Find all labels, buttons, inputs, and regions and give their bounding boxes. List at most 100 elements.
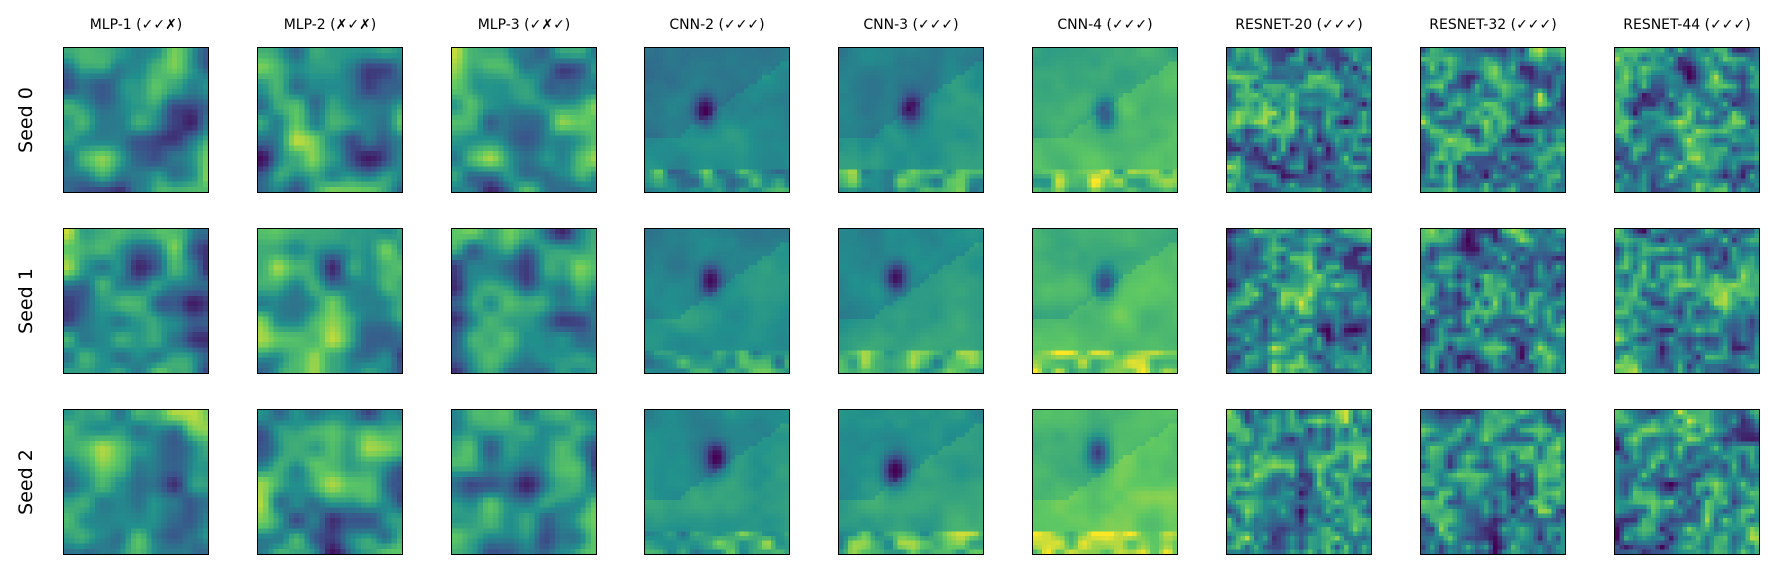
heatmap-cell — [84, 181, 90, 188]
heatmap-cell — [309, 166, 315, 172]
heatmap-cell — [182, 114, 188, 121]
heatmap-cell — [672, 133, 677, 139]
heatmap-cell — [766, 70, 772, 76]
heatmap-cell — [1132, 102, 1137, 107]
heatmap-cell — [920, 84, 925, 89]
heatmap-cell — [839, 97, 844, 103]
heatmap-cell — [848, 93, 853, 98]
heatmap-cell — [857, 187, 862, 192]
heatmap-cell — [784, 165, 789, 170]
heatmap-cell — [549, 150, 556, 157]
heatmap-cell — [350, 48, 356, 54]
heatmap-cell — [978, 84, 983, 89]
heatmap-cell — [942, 129, 948, 134]
heatmap-cell — [875, 75, 880, 80]
heatmap-cell — [544, 73, 550, 80]
heatmap-cell — [888, 84, 894, 89]
heatmap-cell — [1150, 79, 1155, 85]
heatmap-cell — [534, 78, 540, 85]
heatmap-cell — [784, 97, 789, 103]
heatmap-cell — [1127, 120, 1133, 125]
heatmap-cell — [396, 176, 402, 182]
heatmap-cell — [273, 114, 279, 121]
heatmap-cell — [933, 88, 939, 94]
heatmap-cell — [748, 106, 754, 112]
heatmap-cell — [590, 99, 596, 105]
heatmap-cell — [110, 104, 116, 110]
heatmap-cell — [575, 135, 581, 141]
heatmap-cell — [560, 120, 566, 126]
heatmap-cell — [694, 138, 700, 143]
heatmap-cell — [1096, 93, 1101, 98]
heatmap-cell — [857, 97, 862, 103]
heatmap-cell — [467, 120, 473, 126]
heatmap-cell — [1168, 70, 1173, 76]
heatmap-cell — [125, 145, 132, 152]
heatmap-cell — [938, 174, 943, 179]
heatmap-cell — [897, 147, 903, 152]
heatmap-cell — [371, 94, 377, 100]
heatmap-cell — [717, 120, 722, 125]
heatmap-cell — [355, 104, 362, 110]
heatmap-cell — [69, 130, 75, 136]
heatmap-cell — [920, 174, 925, 179]
heatmap-cell — [100, 94, 106, 100]
heatmap-cell — [273, 48, 279, 54]
heatmap-cell — [197, 166, 204, 172]
heatmap-cell — [920, 88, 925, 94]
heatmap-cell — [371, 171, 377, 177]
heatmap-cell — [699, 142, 704, 148]
heatmap-cell — [951, 52, 957, 58]
heatmap-cell — [513, 89, 520, 95]
heatmap-cell — [1154, 124, 1160, 130]
heatmap-cell — [848, 61, 853, 67]
heatmap-cell — [667, 160, 673, 166]
heatmap-cell — [690, 160, 695, 166]
heatmap-cell — [166, 125, 173, 131]
heatmap-cell — [534, 99, 540, 105]
heatmap-cell — [951, 160, 957, 166]
heatmap-cell — [105, 89, 111, 95]
heatmap-cell — [933, 160, 939, 166]
heatmap-cell — [1078, 115, 1083, 121]
heatmap-cell — [969, 57, 975, 62]
heatmap-cell — [94, 114, 101, 121]
heatmap-cell — [694, 48, 700, 53]
heatmap-cell — [503, 63, 509, 69]
heatmap-cell — [94, 130, 101, 136]
heatmap-cell — [1105, 52, 1110, 58]
heatmap-cell — [585, 161, 592, 167]
heatmap-cell — [663, 174, 668, 179]
heatmap-cell — [933, 147, 939, 152]
heatmap-cell — [1042, 120, 1047, 125]
heatmap-cell — [879, 156, 885, 161]
heatmap-cell — [192, 145, 198, 152]
heatmap-cell — [915, 115, 921, 121]
heatmap-cell — [396, 161, 402, 167]
heatmap-cell — [721, 138, 727, 143]
heatmap-cell — [554, 114, 561, 121]
heatmap-cell — [79, 130, 85, 136]
heatmap-cell — [294, 161, 300, 167]
heatmap-cell — [166, 94, 173, 100]
heatmap-cell — [969, 70, 975, 76]
heatmap-cell — [304, 48, 310, 54]
heatmap-cell — [590, 181, 596, 188]
heatmap-cell — [304, 145, 310, 152]
heatmap-cell — [565, 181, 571, 188]
heatmap-cell — [658, 187, 664, 192]
heatmap-cell — [202, 84, 208, 90]
heatmap-cell — [703, 124, 709, 130]
heatmap-cell — [861, 102, 867, 107]
heatmap-cell — [1096, 106, 1101, 112]
heatmap-cell — [570, 161, 576, 167]
heatmap-cell — [762, 147, 767, 152]
heatmap-cell — [884, 183, 889, 188]
heatmap-cell — [146, 125, 152, 131]
heatmap-cell — [544, 140, 550, 146]
heatmap-cell — [893, 66, 898, 71]
heatmap-cell — [355, 140, 362, 146]
heatmap-cell — [120, 78, 126, 85]
heatmap-cell — [330, 73, 336, 80]
heatmap-cell — [685, 115, 691, 121]
